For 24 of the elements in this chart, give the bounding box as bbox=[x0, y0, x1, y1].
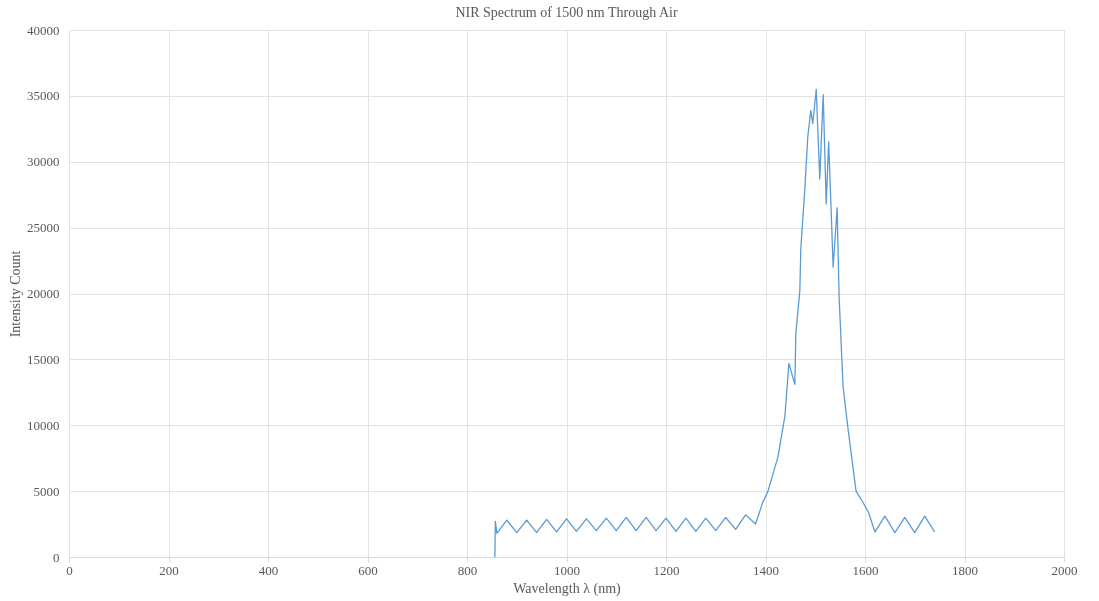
y-tick-label: 10000 bbox=[27, 417, 60, 433]
y-tick-label: 35000 bbox=[27, 88, 60, 104]
y-tick-label: 40000 bbox=[27, 22, 60, 38]
y-tick-label: 30000 bbox=[27, 154, 60, 170]
x-tick-label: 1800 bbox=[952, 562, 978, 578]
x-tick-label: 2000 bbox=[1051, 562, 1078, 578]
x-tick-label: 600 bbox=[358, 562, 378, 578]
y-tick-label: 0 bbox=[53, 549, 60, 565]
x-tick-label: 1600 bbox=[852, 562, 879, 578]
chart-title: NIR Spectrum of 1500 nm Through Air bbox=[455, 5, 678, 20]
y-tick-label: 25000 bbox=[27, 220, 60, 236]
x-tick-label: 200 bbox=[159, 562, 179, 578]
x-axis-title: Wavelength λ (nm) bbox=[513, 580, 622, 597]
y-tick-label: 20000 bbox=[27, 286, 60, 301]
line-series bbox=[494, 88, 936, 558]
x-tick-label: 1200 bbox=[653, 562, 680, 578]
x-tick-label: 1000 bbox=[554, 562, 580, 578]
y-tick-label: 5000 bbox=[33, 483, 60, 499]
x-tick-label: 1400 bbox=[753, 562, 779, 578]
x-tick-label: 800 bbox=[457, 562, 478, 578]
x-tick-label: 0 bbox=[66, 562, 73, 578]
x-tick-label: 400 bbox=[258, 562, 279, 578]
y-tick-label: 15000 bbox=[27, 351, 60, 367]
y-axis-title: Intensity Count bbox=[8, 250, 23, 338]
